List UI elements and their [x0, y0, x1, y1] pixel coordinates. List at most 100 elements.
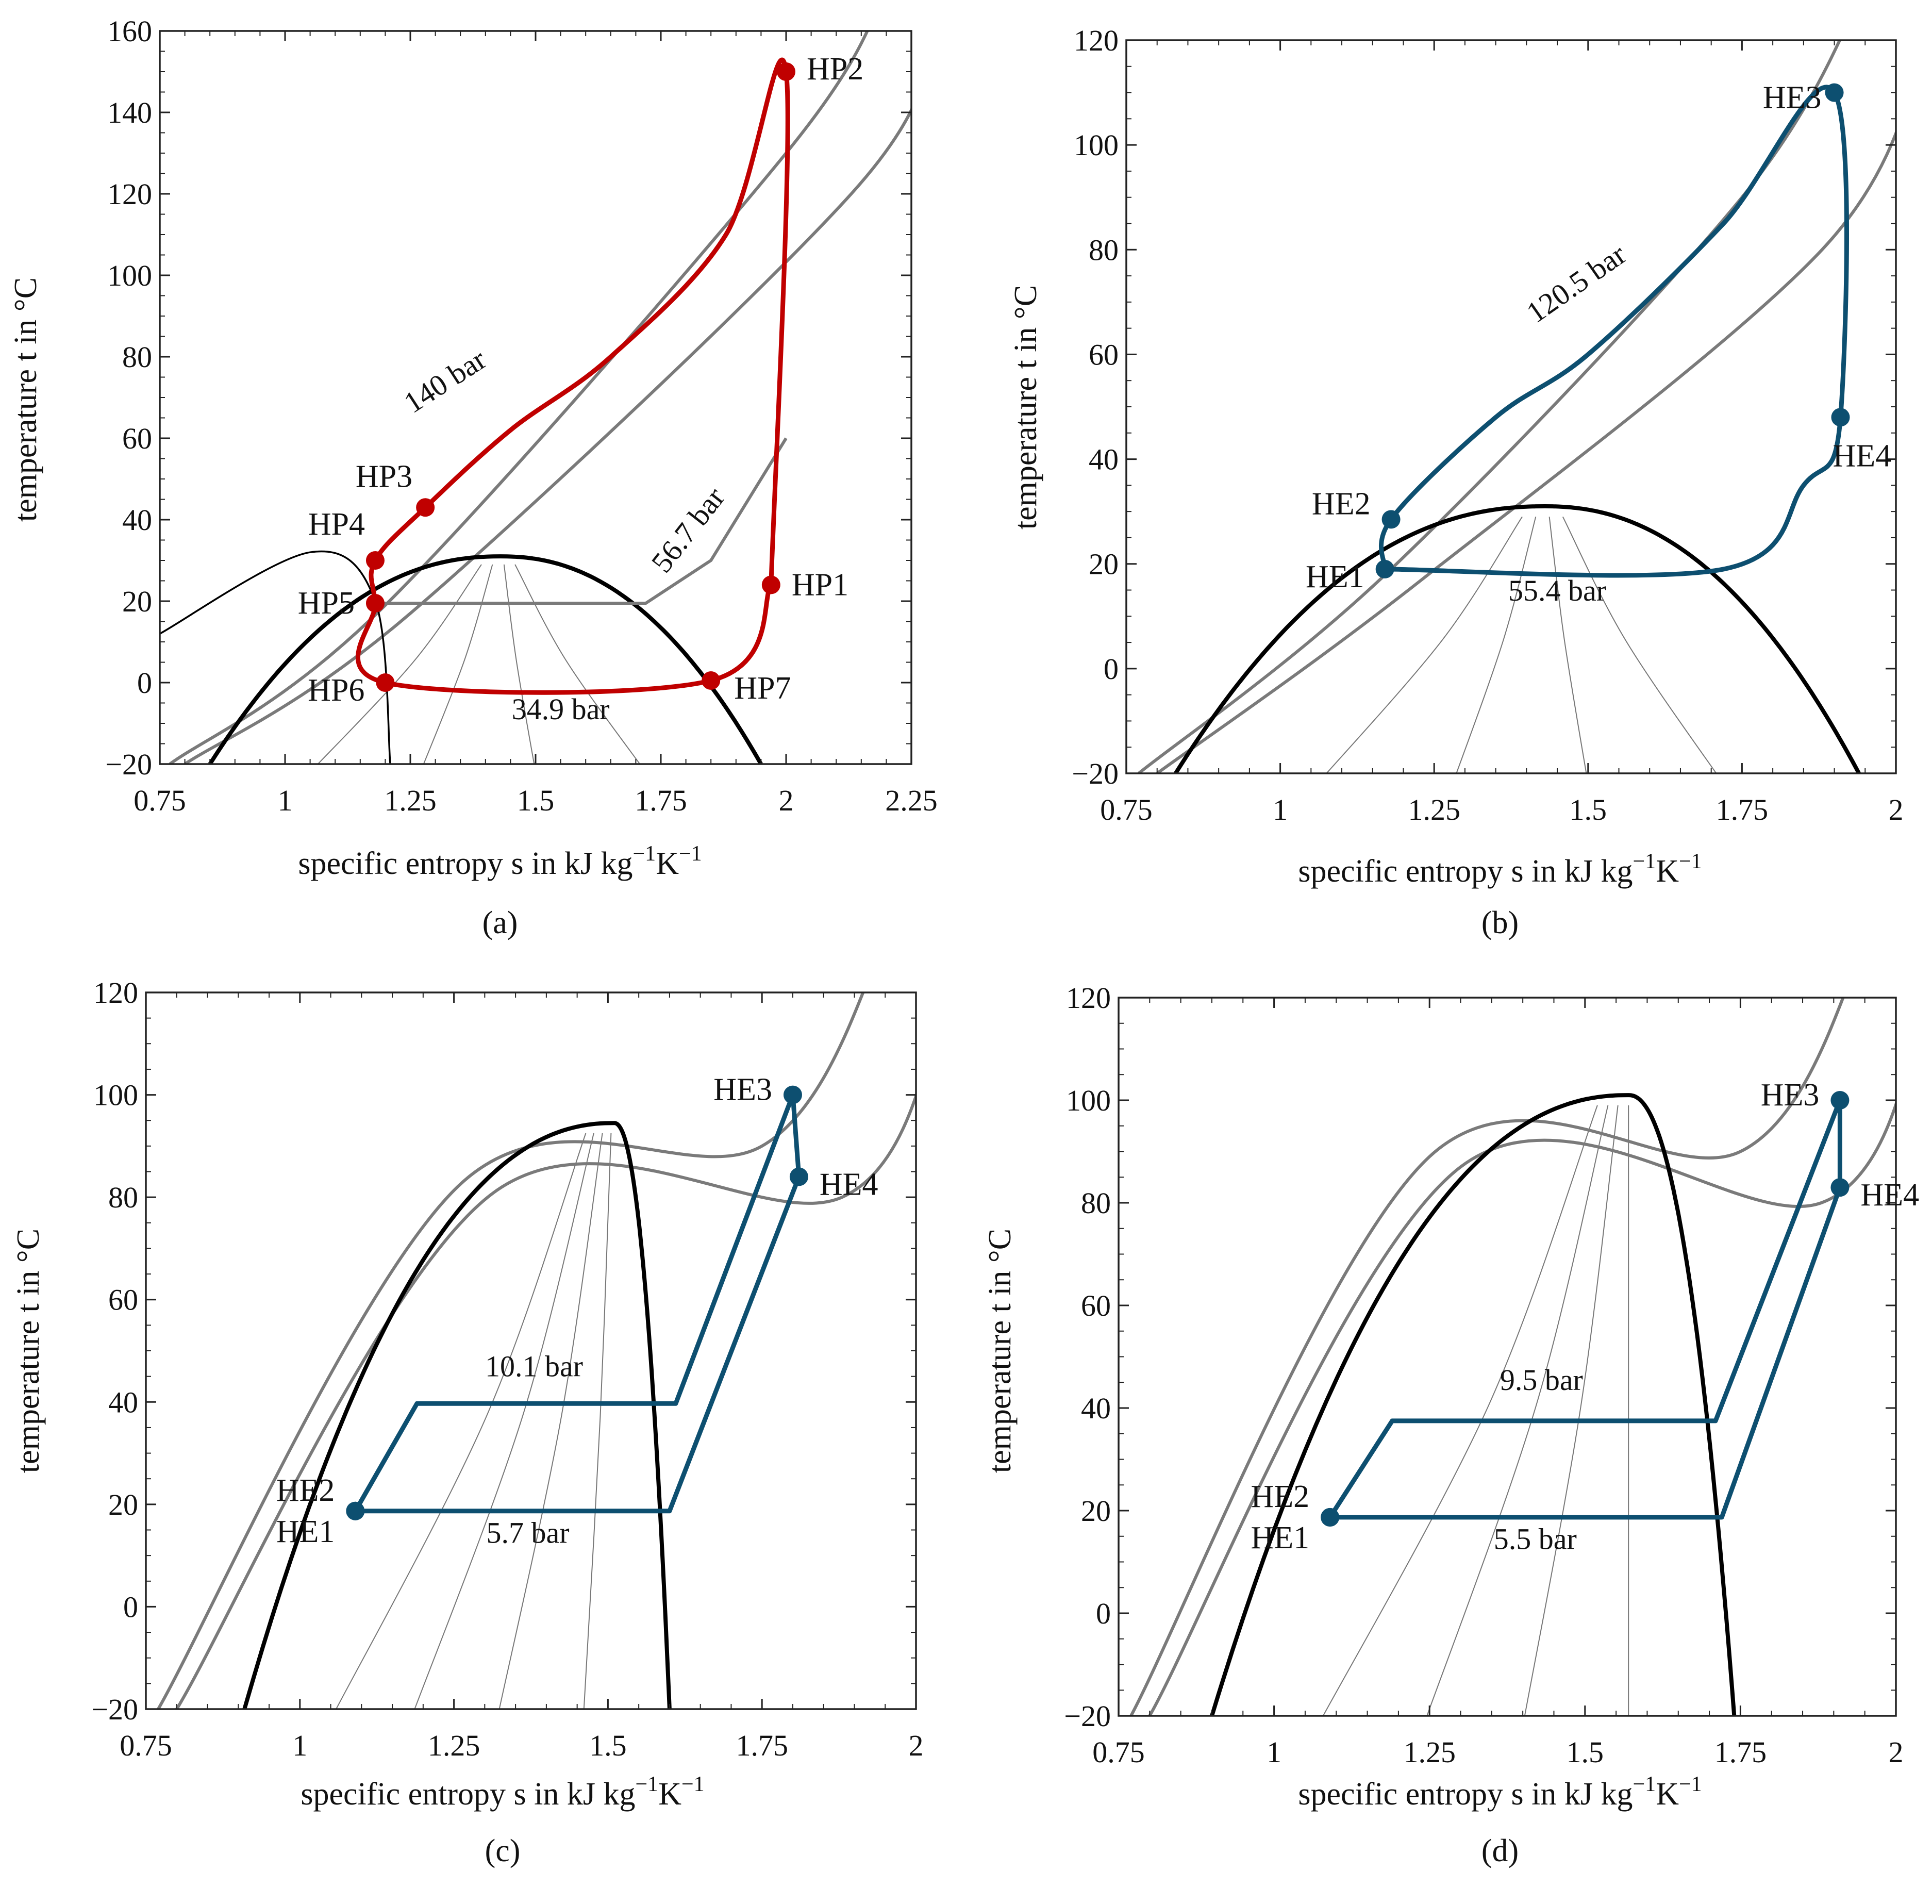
- plot-frame: [159, 30, 912, 765]
- plot-area: [160, 31, 911, 764]
- quality-line: [514, 564, 641, 764]
- state-point-hp5: [365, 593, 385, 612]
- point-label-hp4: HP4: [308, 507, 365, 542]
- point-label-he4: HE4: [820, 1167, 878, 1202]
- isobar-line: [1148, 1100, 1896, 1716]
- saturation-dome: [1174, 504, 1861, 773]
- quality-line: [1562, 516, 1717, 773]
- y-tick-label: 80: [122, 340, 152, 374]
- point-label-he4: HE4: [1833, 438, 1892, 473]
- isobar-line: [157, 992, 865, 1709]
- y-axis-title: temperature t in °C: [8, 277, 43, 522]
- state-point-he3: [1830, 1091, 1850, 1110]
- quality-line: [1456, 517, 1537, 773]
- state-point-he4: [1831, 408, 1850, 427]
- point-label-hp1: HP1: [792, 567, 848, 602]
- point-label-he3: HE3: [1763, 80, 1822, 115]
- panel-a: (a) temperature t in °C specific entropy…: [8, 14, 938, 940]
- x-tick-label: 1.5: [1567, 1735, 1604, 1769]
- quality-line: [583, 1133, 612, 1709]
- x-tick-label: 2: [1889, 1735, 1904, 1769]
- x-axis-title-mid: K: [656, 846, 679, 881]
- x-axis-title-mid: K: [1656, 1777, 1679, 1812]
- y-tick-label: 100: [93, 1079, 138, 1112]
- x-tick-label: 2.25: [885, 784, 938, 817]
- y-axis-title: temperature t in °C: [982, 1229, 1018, 1473]
- panel-c: (c) temperature t in °C specific entropy…: [11, 976, 924, 1868]
- y-tick-label: 60: [108, 1283, 138, 1317]
- state-point-he2: [1381, 510, 1401, 529]
- y-tick-label: 100: [1074, 128, 1119, 162]
- quality-line: [414, 1133, 594, 1709]
- panel-label: (c): [485, 1833, 521, 1868]
- point-label-he2: HE2: [1251, 1479, 1310, 1514]
- point-label-he1: HE1: [1251, 1520, 1310, 1555]
- x-tick-label: 1: [292, 1729, 307, 1762]
- y-tick-label: 0: [1096, 1597, 1111, 1630]
- x-tick-label: 1.75: [635, 784, 687, 817]
- x-tick-label: 2: [909, 1729, 924, 1762]
- x-tick-label: 1.75: [1716, 793, 1769, 826]
- x-tick-label: 1.25: [1403, 1735, 1456, 1769]
- point-label-he2: HE2: [1312, 486, 1371, 521]
- point-label-he1: HE1: [276, 1514, 335, 1549]
- y-tick-label: 140: [107, 96, 152, 129]
- y-tick-label: 40: [108, 1385, 138, 1419]
- quality-line: [498, 1133, 603, 1709]
- quality-line: [335, 1133, 587, 1709]
- x-axis-title-main: specific entropy s in kJ kg: [1298, 1777, 1633, 1812]
- state-point-he2: [346, 1501, 365, 1520]
- x-axis-title-sup2: −1: [1679, 850, 1702, 873]
- y-axis-title: temperature t in °C: [11, 1229, 46, 1473]
- panel-label: (a): [482, 905, 518, 940]
- x-axis-title-sup1: −1: [1633, 850, 1656, 873]
- point-label-he2: HE2: [276, 1473, 335, 1508]
- isobar-line: [1129, 998, 1845, 1716]
- x-axis-title-mid: K: [1656, 854, 1679, 889]
- y-tick-label: 120: [107, 177, 152, 211]
- pressure-label: 140 bar: [398, 342, 492, 420]
- state-point-hp3: [416, 498, 435, 517]
- state-point-he4: [789, 1167, 808, 1186]
- pressure-label: 5.7 bar: [486, 1516, 569, 1549]
- x-tick-label: 2: [1889, 793, 1904, 826]
- x-tick-label: 1.75: [736, 1729, 788, 1762]
- state-point-he2: [1321, 1508, 1340, 1527]
- y-tick-label: 20: [122, 585, 152, 618]
- saturation-dome: [1210, 1093, 1737, 1716]
- y-tick-label: 80: [1089, 233, 1119, 267]
- saturation-dome: [242, 1121, 672, 1709]
- pressure-label: 55.4 bar: [1508, 574, 1606, 607]
- x-axis-title-sup2: −1: [1679, 1773, 1702, 1796]
- isobar-line: [175, 1091, 916, 1709]
- quality-line: [1426, 1105, 1609, 1716]
- y-tick-label: 80: [1081, 1186, 1111, 1220]
- y-tick-label: 60: [1089, 338, 1119, 371]
- cycle-path: [353, 1092, 802, 1514]
- point-label-hp5: HP5: [298, 586, 355, 621]
- x-axis-title-sup1: −1: [633, 842, 656, 866]
- saturation-dome: [208, 554, 763, 764]
- x-tick-label: 2: [779, 784, 794, 817]
- y-tick-label: 40: [122, 503, 152, 537]
- x-axis-title: specific entropy s in kJ kg−1K−1: [301, 1773, 704, 1812]
- state-point-hp2: [777, 62, 795, 81]
- state-point-he4: [1830, 1178, 1850, 1197]
- x-axis-title-main: specific entropy s in kJ kg: [298, 846, 632, 881]
- y-tick-label: 0: [123, 1590, 138, 1624]
- y-axis-title: temperature t in °C: [1008, 285, 1043, 529]
- point-label-he1: HE1: [1306, 559, 1364, 594]
- y-tick-label: 120: [93, 976, 138, 1009]
- y-tick-label: 120: [1066, 981, 1111, 1015]
- pressure-label: 56.7 bar: [645, 481, 731, 579]
- pressure-label: 9.5 bar: [1500, 1363, 1583, 1397]
- x-axis-title-main: specific entropy s in kJ kg: [1298, 854, 1633, 889]
- pressure-label: 34.9 bar: [512, 692, 610, 726]
- x-tick-label: 1.5: [1570, 793, 1607, 826]
- x-tick-label: 1.25: [428, 1729, 480, 1762]
- y-tick-label: 0: [137, 666, 152, 700]
- quality-line: [1548, 517, 1587, 773]
- pressure-label: 120.5 bar: [1520, 237, 1632, 329]
- y-tick-label: 40: [1081, 1392, 1111, 1425]
- x-axis-title: specific entropy s in kJ kg−1K−1: [298, 842, 702, 881]
